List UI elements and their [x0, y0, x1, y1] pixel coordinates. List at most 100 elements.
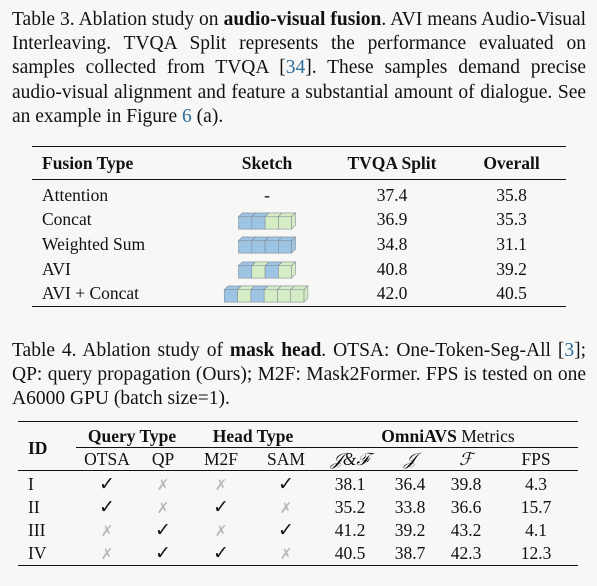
- header-m2f: M2F: [188, 447, 254, 471]
- concat-sketch-icon: [237, 211, 297, 230]
- fusion-type-cell: AVI: [42, 258, 71, 279]
- m2f-cell: ✗: [188, 519, 254, 542]
- header-head-type: Head Type: [188, 421, 318, 448]
- jf-cell: 38.1: [334, 474, 366, 494]
- table4-caption-bold: mask head: [229, 340, 322, 361]
- cross-icon: ✗: [214, 524, 228, 540]
- id-cell: III: [28, 520, 46, 540]
- m2f-cell: ✗: [188, 471, 254, 497]
- citation-link[interactable]: 34: [285, 57, 306, 79]
- weighted-sum-sketch-icon: [237, 236, 297, 255]
- sketch-cell: [207, 281, 327, 306]
- table-row: Concat 36.9 35.3: [32, 208, 566, 233]
- header-sketch: Sketch: [207, 146, 327, 180]
- sketch-block-side: [291, 261, 296, 279]
- sketch-cell: -: [264, 184, 270, 205]
- otsa-cell: ✓: [76, 471, 138, 497]
- tvqa-cell: 40.8: [376, 258, 408, 279]
- table3-label: Table 3.: [12, 9, 75, 30]
- checkmark-icon: ✓: [213, 497, 229, 518]
- table-row: I ✓ ✗ ✗ ✓ 38.1 36.4 39.8 4.3: [18, 471, 578, 497]
- j-cell: 39.2: [394, 520, 426, 540]
- table-row: AVI 40.8 39.2: [32, 257, 566, 282]
- sketch-block: [264, 240, 279, 254]
- header-metrics: OmniAVS Metrics: [318, 421, 578, 448]
- j-cell: 36.4: [394, 474, 426, 494]
- tvqa-cell: 36.9: [376, 209, 408, 230]
- sketch-block: [264, 216, 279, 230]
- checkmark-icon: ✓: [278, 520, 294, 541]
- cross-icon: ✗: [156, 478, 170, 494]
- avi-concat-sketch-icon: [223, 285, 309, 304]
- id-cell: IV: [28, 543, 47, 563]
- sketch-block: [238, 265, 253, 279]
- header-id: ID: [18, 421, 76, 471]
- fusion-type-cell: Weighted Sum: [42, 233, 146, 254]
- fps-cell: 4.3: [525, 474, 547, 494]
- header-j: 𝒥: [382, 447, 438, 471]
- table-row: Weighted Sum 34.8 31.1: [32, 232, 566, 257]
- table-row: IV ✗ ✓ ✓ ✗ 40.5 38.7 42.3 12.3: [18, 542, 578, 566]
- header-tvqa-split: TVQA Split: [327, 146, 457, 180]
- avi-sketch-icon: [237, 261, 297, 279]
- sam-cell: ✗: [254, 496, 318, 519]
- table-row: AVI + Concat 42.0 40.5: [32, 281, 566, 306]
- header-qp: QP: [138, 447, 188, 471]
- sketch-block: [278, 216, 292, 230]
- header-otsa: OTSA: [76, 447, 138, 471]
- sketch-block: [263, 289, 278, 303]
- table3: Fusion Type Sketch TVQA Split Overall At…: [32, 146, 566, 307]
- otsa-cell: ✗: [76, 542, 138, 566]
- overall-cell: 35.8: [496, 184, 527, 205]
- sam-cell: ✗: [254, 542, 318, 566]
- sketch-block: [278, 240, 292, 254]
- m2f-cell: ✓: [188, 542, 254, 566]
- sam-cell: ✓: [254, 519, 318, 542]
- cross-icon: ✗: [214, 478, 228, 494]
- header-sam: SAM: [254, 447, 318, 471]
- cross-icon: ✗: [279, 547, 293, 563]
- table-row: Attention - 37.4 35.8: [32, 180, 566, 208]
- fps-cell: 4.1: [525, 520, 547, 540]
- sketch-block: [238, 216, 253, 230]
- overall-cell: 39.2: [496, 258, 527, 279]
- f-cell: 36.6: [450, 497, 482, 517]
- qp-cell: ✗: [138, 471, 188, 497]
- sketch-block-side: [303, 285, 309, 304]
- fusion-type-cell: AVI + Concat: [42, 283, 140, 304]
- overall-cell: 31.1: [496, 233, 527, 254]
- table3-caption-bold: audio-visual fusion: [223, 9, 382, 30]
- id-cell: II: [28, 497, 40, 517]
- sketch-block: [250, 289, 265, 303]
- fusion-type-cell: Attention: [42, 184, 109, 205]
- sketch-block: [251, 216, 266, 230]
- f-cell: 42.3: [450, 543, 482, 563]
- checkmark-icon: ✓: [99, 474, 115, 495]
- sam-cell: ✓: [254, 471, 318, 497]
- header-fusion-type: Fusion Type: [32, 146, 207, 180]
- sketch-cell: [207, 257, 327, 282]
- checkmark-icon: ✓: [213, 543, 229, 564]
- sketch-block: [264, 265, 279, 279]
- fps-cell: 15.7: [520, 497, 552, 517]
- table-row: III ✗ ✓ ✗ ✓ 41.2 39.2 43.2 4.1: [18, 519, 578, 542]
- tvqa-cell: 37.4: [376, 184, 408, 205]
- sketch-block-side: [291, 236, 296, 255]
- header-jf: 𝒥&ℱ: [318, 447, 382, 471]
- header-query-type: Query Type: [76, 421, 188, 448]
- table4-label: Table 4.: [12, 340, 77, 361]
- figure-link[interactable]: 6: [182, 105, 192, 127]
- citation-link[interactable]: 3: [564, 340, 575, 361]
- fusion-type-cell: Concat: [42, 209, 92, 230]
- cross-icon: ✗: [100, 547, 114, 563]
- sketch-block: [277, 289, 292, 303]
- jf-cell: 41.2: [334, 520, 366, 540]
- otsa-cell: ✗: [76, 519, 138, 542]
- qp-cell: ✓: [138, 519, 188, 542]
- f-cell: 39.8: [450, 474, 482, 494]
- sketch-block: [238, 240, 253, 254]
- f-cell: 43.2: [450, 520, 482, 540]
- header-overall: Overall: [457, 146, 566, 180]
- tvqa-cell: 42.0: [376, 283, 408, 304]
